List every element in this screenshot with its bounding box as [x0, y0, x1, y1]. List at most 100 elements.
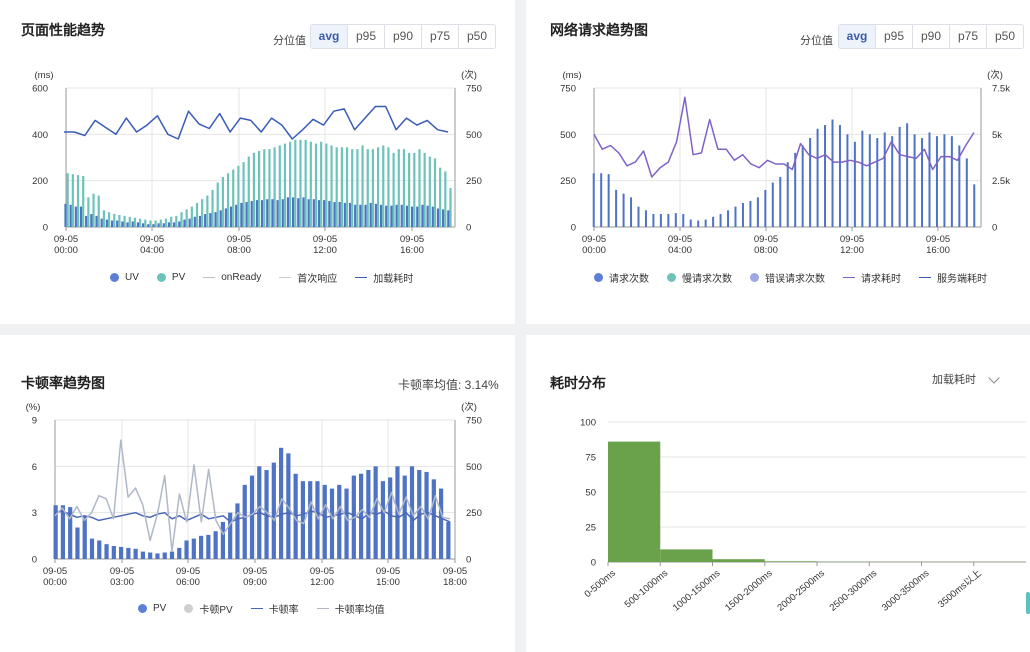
- bar-PV: [113, 214, 116, 227]
- legend-label: 卡顿率均值: [334, 605, 385, 616]
- percentile-option-p95[interactable]: p95: [347, 25, 384, 48]
- legend-item[interactable]: 卡顿PV: [184, 601, 233, 616]
- legend-label: PV: [171, 272, 186, 283]
- bar-PV: [140, 551, 146, 559]
- legend-swatch: [594, 273, 603, 282]
- bar-PV: [402, 475, 407, 559]
- bar-PV: [221, 176, 224, 227]
- y-right-tick-label: 250: [466, 176, 482, 187]
- scroll-handle[interactable]: [1026, 592, 1030, 614]
- legend-swatch: [110, 273, 119, 282]
- bar-PV: [191, 538, 196, 559]
- percentile-option-p50[interactable]: p50: [986, 25, 1023, 48]
- percentile-option-p50[interactable]: p50: [458, 25, 495, 48]
- bar-PV: [293, 473, 298, 559]
- bar-请求次数: [659, 214, 662, 227]
- bar-PV: [111, 546, 116, 559]
- x-tick-label-date: 09-05: [54, 234, 78, 245]
- x-tick-label-date: 09-05: [754, 234, 778, 245]
- bar-UV: [136, 222, 140, 227]
- bar-PV: [104, 544, 109, 559]
- x-tick-label-date: 09-05: [840, 234, 864, 245]
- bar-UV: [245, 201, 248, 227]
- y-right-unit: (次): [461, 401, 477, 413]
- x-tick-label-time: 00:00: [582, 245, 606, 256]
- y-right-tick-label: 250: [466, 508, 482, 519]
- panel-title: 卡顿率趋势图: [21, 375, 105, 391]
- bar-0-500ms: [608, 441, 661, 562]
- bar-UV: [209, 213, 212, 227]
- bar-PV: [439, 167, 442, 227]
- percentile-label: 分位值: [800, 35, 833, 47]
- bar-UV: [390, 205, 393, 227]
- bar-PV: [449, 188, 452, 227]
- bar-请求次数: [786, 162, 789, 227]
- bar-PV: [169, 551, 175, 559]
- percentile-option-p75[interactable]: p75: [421, 25, 458, 48]
- bar-UV: [286, 197, 290, 227]
- y-left-tick-label: 0: [32, 555, 37, 566]
- bar-PV: [300, 481, 306, 559]
- percentile-option-avg[interactable]: avg: [311, 25, 347, 48]
- legend-item[interactable]: 错误请求次数: [750, 270, 825, 285]
- bar-PV: [428, 156, 431, 227]
- bar-PV: [149, 220, 152, 227]
- bar-UV: [400, 204, 403, 227]
- x-tick-label: 2000-2500ms: [775, 568, 827, 614]
- bar-PV: [382, 145, 385, 227]
- x-tick-label-date: 09-05: [313, 234, 337, 245]
- bar-PV: [66, 173, 69, 227]
- legend-item[interactable]: PV: [138, 603, 166, 614]
- bar-UV: [416, 206, 419, 227]
- bar-PV: [361, 145, 364, 227]
- legend-item[interactable]: 卡顿率均值: [316, 601, 385, 616]
- bar-PV: [304, 139, 307, 227]
- network-legend: 请求次数 慢请求次数 错误请求次数 请求耗时 服务端耗时: [594, 270, 1005, 285]
- legend-item[interactable]: PV: [156, 272, 186, 283]
- y-right-tick-label: 7.5k: [992, 84, 1010, 95]
- bar-PV: [366, 149, 369, 227]
- legend-item[interactable]: 首次响应: [279, 270, 337, 285]
- x-tick-label: 1000-1500ms: [671, 568, 723, 614]
- bar-PV: [446, 521, 451, 559]
- legend-label: 卡顿率: [268, 605, 299, 616]
- bar-请求次数: [704, 219, 707, 227]
- legend-item[interactable]: 加载耗时: [355, 270, 413, 285]
- legend-item[interactable]: 卡顿率: [250, 601, 299, 616]
- bar-请求次数: [779, 176, 782, 227]
- distribution-chart: 0 25 50 75 100 0-500ms 500-1000ms 1000-1500ms 15…: [580, 418, 1026, 614]
- metric-dropdown[interactable]: 加载耗时: [932, 374, 976, 386]
- legend-item[interactable]: 请求耗时: [843, 270, 901, 285]
- y-tick-label: 50: [585, 488, 596, 499]
- bar-PV: [395, 466, 400, 559]
- percentile-option-p95[interactable]: p95: [875, 25, 912, 48]
- legend-item[interactable]: 慢请求次数: [667, 270, 732, 285]
- bar-PV: [408, 152, 411, 227]
- legend-item[interactable]: UV: [110, 272, 139, 283]
- percentile-option-p90[interactable]: p90: [384, 25, 421, 48]
- bar-PV: [71, 174, 74, 227]
- bar-请求次数: [831, 119, 834, 227]
- legend-item[interactable]: 服务端耗时: [919, 270, 987, 285]
- bar-PV: [139, 218, 142, 227]
- bar-请求次数: [809, 138, 812, 227]
- bar-UV: [69, 204, 72, 227]
- bar-500-1000ms: [660, 549, 713, 562]
- bar-PV: [190, 206, 193, 227]
- panel-title: 网络请求趋势图: [550, 22, 648, 38]
- bar-UV: [328, 201, 331, 227]
- percentile-option-p75[interactable]: p75: [949, 25, 986, 48]
- y-right-tick-label: 0: [466, 223, 471, 234]
- network-request-panel: 网络请求趋势图 分位值 avg p95 p90 p75 p50 0 0 250 2.5…: [526, 0, 1030, 324]
- bar-请求次数: [935, 136, 938, 227]
- bar-UV: [188, 218, 191, 227]
- percentile-option-p90[interactable]: p90: [912, 25, 949, 48]
- bar-请求次数: [727, 210, 730, 227]
- legend-item[interactable]: onReady: [203, 272, 261, 283]
- bar-请求次数: [637, 206, 640, 227]
- bar-PV: [159, 219, 162, 227]
- bar-UV: [157, 223, 160, 227]
- legend-item[interactable]: 请求次数: [594, 270, 649, 285]
- bar-PV: [299, 139, 302, 227]
- percentile-option-avg[interactable]: avg: [839, 25, 875, 48]
